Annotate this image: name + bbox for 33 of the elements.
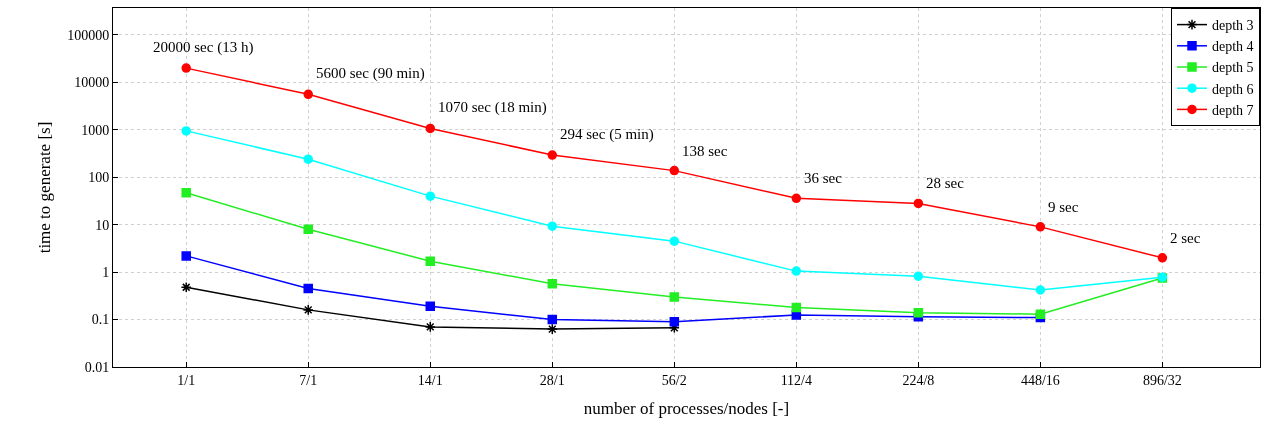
- y-axis-title: time to generate [s]: [34, 121, 54, 254]
- annotation: 2 sec: [1170, 230, 1201, 246]
- y-tick-label: 0.1: [91, 312, 110, 328]
- x-tick-label: 1/1: [177, 372, 196, 388]
- annotation: 138 sec: [682, 143, 728, 159]
- y-tick-label: 10: [95, 217, 110, 233]
- x-tick-label: 448/16: [1020, 372, 1060, 388]
- annotation: 294 sec (5 min): [560, 126, 654, 143]
- x-tick-label: 224/8: [902, 372, 935, 388]
- y-tick-label: 1: [102, 265, 110, 281]
- annotation: 1070 sec (18 min): [438, 99, 547, 116]
- x-tick-label: 896/32: [1142, 372, 1182, 388]
- annotation: 9 sec: [1048, 199, 1079, 215]
- y-tick-label: 100000: [67, 27, 110, 43]
- x-tick-label: 7/1: [299, 372, 318, 388]
- y-tick-label: 0.01: [84, 359, 110, 375]
- legend-label: depth 4: [1212, 39, 1254, 55]
- legend-label: depth 7: [1212, 102, 1254, 118]
- annotation: 5600 sec (90 min): [316, 65, 425, 82]
- x-axis-title: number of processes/nodes [-]: [583, 399, 790, 419]
- annotation: 36 sec: [804, 170, 843, 186]
- y-tick-label: 1000: [81, 122, 110, 138]
- y-tick-label: 100: [88, 170, 110, 186]
- y-tick-label: 10000: [74, 75, 110, 91]
- x-tick-label: 28/1: [539, 372, 565, 388]
- x-tick-label: 14/1: [417, 372, 443, 388]
- x-tick-label: 112/4: [780, 372, 813, 388]
- legend-label: depth 5: [1212, 60, 1254, 76]
- x-tick-label: 56/2: [661, 372, 687, 388]
- annotation: 28 sec: [926, 175, 965, 191]
- legend-label: depth 6: [1212, 81, 1254, 97]
- legend-label: depth 3: [1212, 18, 1254, 34]
- annotation: 20000 sec (13 h): [153, 39, 254, 56]
